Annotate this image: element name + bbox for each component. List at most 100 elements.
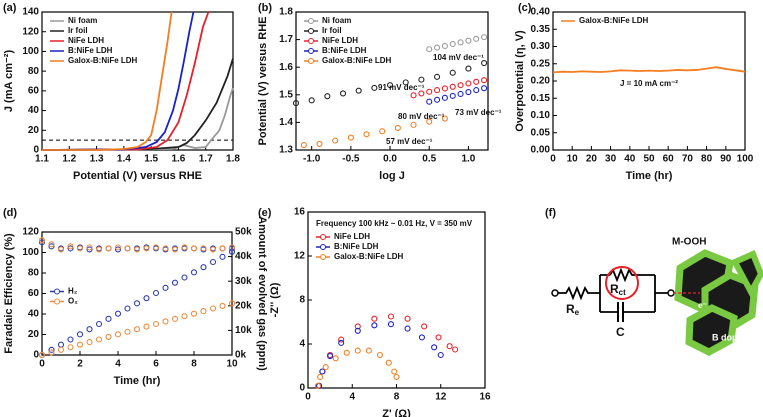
y-tick-label: 0.20	[531, 76, 551, 87]
x-tick-label: 6	[153, 359, 159, 370]
data-point	[228, 248, 236, 255]
x-tick-label: 20	[586, 154, 598, 165]
data-point	[343, 349, 350, 356]
data-point	[209, 305, 217, 312]
data-point	[473, 35, 480, 42]
y-tick-label: 1.7	[279, 34, 293, 45]
x-tick-label: 0	[550, 154, 556, 165]
data-point	[449, 92, 456, 99]
data-point	[133, 300, 141, 307]
data-point	[162, 245, 169, 252]
x-axis-label: Time (hr)	[114, 375, 161, 387]
y-axis-label: Overpotential (η, V)	[514, 30, 526, 132]
data-point	[152, 289, 160, 297]
data-point	[441, 115, 448, 122]
data-point	[347, 134, 354, 141]
legend-label: O₂	[68, 297, 78, 306]
data-point	[332, 355, 339, 362]
data-point	[332, 137, 339, 144]
x-tick-label: 1.3	[90, 154, 104, 165]
data-point	[421, 323, 428, 330]
data-point	[426, 98, 433, 105]
x-tick-label: 1.5	[144, 154, 158, 165]
data-point	[465, 80, 472, 87]
y-tick-label: 0.05	[531, 127, 551, 138]
x-tick-label: 80	[701, 154, 713, 165]
data-point	[308, 97, 315, 104]
data-point	[219, 302, 226, 309]
legend-label: Ir foil	[68, 26, 88, 35]
data-point	[473, 87, 480, 94]
y-tick-label: 20	[28, 329, 40, 340]
series-line	[41, 87, 234, 151]
x-axis-label: Z' (Ω)	[382, 408, 411, 417]
data-point	[86, 326, 93, 333]
data-point	[386, 82, 394, 89]
data-point	[317, 373, 324, 381]
data-point	[105, 333, 112, 340]
data-point	[376, 351, 383, 359]
annotation: 104 mV dec⁻¹	[433, 53, 484, 62]
y-tick-label: 1.4	[279, 117, 293, 128]
data-point	[48, 349, 55, 356]
data-point	[171, 279, 179, 286]
legend-label: Ni foam	[68, 16, 97, 25]
data-point	[114, 331, 122, 338]
data-point	[48, 346, 55, 353]
x-tick-label: 30	[605, 154, 617, 165]
annotation: Frequency 100 kHz ~ 0.01 Hz, V = 350 mV	[316, 219, 473, 228]
data-point	[371, 322, 378, 329]
y-tick-label: 120	[22, 26, 39, 37]
x-tick-label: -0.5	[342, 154, 360, 165]
y2-tick-label: 50k	[235, 227, 252, 238]
parallel-branch	[599, 267, 668, 313]
x-tick-label: 50	[643, 154, 655, 165]
data-point	[465, 88, 472, 96]
data-point	[437, 351, 444, 359]
x-tick-label: 10	[226, 359, 238, 370]
legend-label: Galox-B:NiFe LDH	[322, 56, 392, 65]
y-tick-label: 8	[299, 295, 305, 306]
y-axis-label: Potential (V) versus RHE	[257, 17, 269, 146]
y-axis-label: Faradaic Efficiency (%)	[3, 233, 15, 354]
diagram-f: (f) Re Rct C M-OOH e⁻ B doped	[545, 207, 763, 356]
data-point	[114, 244, 122, 251]
x-tick-label: 1.0	[461, 154, 475, 165]
y-axis-label: -Z'' (Ω)	[269, 282, 281, 317]
data-point	[354, 347, 361, 354]
data-point	[363, 131, 370, 138]
data-point	[449, 83, 456, 90]
panel-label: (b)	[258, 2, 272, 14]
x-tick-label: 1.4	[117, 154, 131, 165]
data-point	[452, 346, 459, 353]
x-tick-label: 4	[349, 392, 355, 403]
data-point	[86, 244, 93, 251]
data-point	[181, 313, 188, 320]
legend-label: H₂	[68, 287, 78, 296]
x-tick-label: 0.0	[383, 154, 397, 165]
data-point	[385, 359, 392, 366]
rct-label: Rct	[610, 282, 626, 297]
re-sub: e	[575, 308, 580, 317]
data-point	[426, 88, 433, 95]
data-point	[426, 118, 433, 125]
data-point	[76, 245, 84, 252]
y-tick-label: 1.6	[279, 62, 293, 73]
data-point	[446, 343, 453, 350]
data-point	[393, 373, 400, 381]
data-point	[387, 321, 395, 328]
x-tick-label: 2	[77, 359, 83, 370]
data-point	[57, 246, 65, 253]
y-tick-label: 1.5	[279, 89, 293, 100]
data-point	[441, 94, 448, 101]
y-tick-label: 0.10	[531, 110, 551, 121]
data-point	[324, 93, 331, 100]
c-label: C	[616, 325, 625, 339]
data-point	[38, 351, 46, 359]
data-point	[371, 315, 378, 322]
x-axis-label: Potential (V) versus RHE	[73, 170, 202, 182]
series-line	[552, 66, 746, 74]
data-point	[355, 87, 362, 94]
x-tick-label: 1.1	[35, 154, 49, 165]
panel: (c) 0 10 20 30 40 50 60 70 80 90 100 0.00 0.05 0.10 0.1…	[514, 2, 754, 182]
